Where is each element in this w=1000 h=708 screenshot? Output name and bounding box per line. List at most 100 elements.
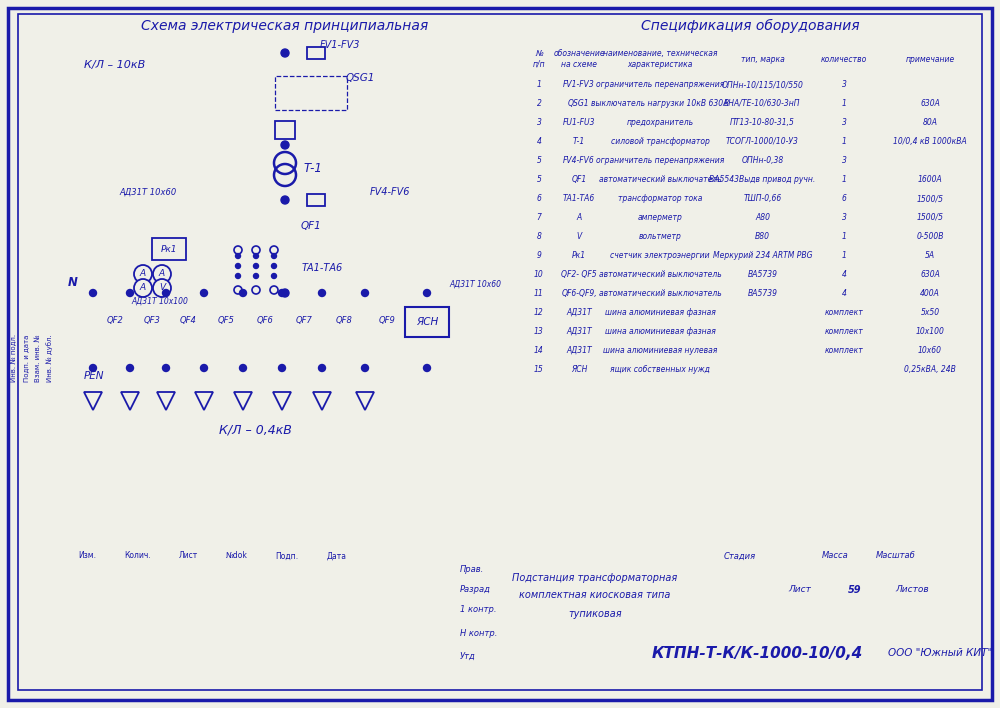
Polygon shape (121, 392, 139, 410)
Text: В80: В80 (755, 232, 770, 241)
Text: 5: 5 (537, 175, 541, 184)
Circle shape (200, 365, 208, 372)
Text: АД31Т: АД31Т (566, 327, 592, 336)
Text: 7: 7 (537, 213, 541, 222)
Circle shape (278, 290, 286, 297)
Circle shape (254, 253, 258, 258)
Circle shape (90, 365, 96, 372)
Text: примечание: примечание (905, 55, 955, 64)
Text: 3: 3 (537, 118, 541, 127)
Circle shape (272, 273, 276, 278)
Text: 10/0,4 кВ 1000кВА: 10/0,4 кВ 1000кВА (893, 137, 967, 146)
Text: 1: 1 (842, 137, 846, 146)
Text: QF5: QF5 (218, 316, 234, 324)
Circle shape (252, 246, 260, 254)
Text: комплект: комплект (825, 327, 863, 336)
Circle shape (162, 290, 170, 297)
Circle shape (162, 365, 170, 372)
Text: 5х50: 5х50 (920, 308, 940, 317)
Text: А80: А80 (755, 213, 770, 222)
Text: Т-1: Т-1 (304, 161, 322, 174)
Text: КТПН-Т-К/К-1000-10/0,4: КТПН-Т-К/К-1000-10/0,4 (651, 646, 863, 661)
Text: 3: 3 (842, 118, 846, 127)
Text: Инв. № дубл.: Инв. № дубл. (47, 334, 53, 382)
Text: QF4: QF4 (180, 316, 196, 324)
Text: Рк1: Рк1 (572, 251, 586, 260)
Text: 5: 5 (537, 156, 541, 165)
Text: 5А: 5А (925, 251, 935, 260)
Circle shape (134, 265, 152, 283)
Text: QF1: QF1 (571, 175, 587, 184)
Text: амперметр: амперметр (638, 213, 682, 222)
Text: ВА5739: ВА5739 (748, 289, 778, 298)
Circle shape (126, 365, 134, 372)
Text: 14: 14 (534, 346, 544, 355)
Text: автоматический выключатель: автоматический выключатель (599, 270, 721, 279)
Circle shape (270, 286, 278, 294)
Text: №
п/п: № п/п (533, 50, 545, 69)
Text: QF3: QF3 (144, 316, 160, 324)
Circle shape (236, 263, 240, 268)
Text: ВНА/ТЕ-10/630-3нП: ВНА/ТЕ-10/630-3нП (724, 99, 801, 108)
Circle shape (90, 290, 96, 297)
Text: ООО "Южный КИТ": ООО "Южный КИТ" (888, 648, 992, 658)
Text: A: A (140, 283, 146, 292)
Circle shape (126, 290, 134, 297)
Text: Меркурий 234 ARTM PBG: Меркурий 234 ARTM PBG (713, 251, 812, 260)
Text: Рк1: Рк1 (161, 244, 177, 253)
Text: Лист: Лист (178, 552, 198, 561)
Text: Подп. и дата: Подп. и дата (23, 334, 29, 382)
Text: вольтметр: вольтметр (639, 232, 681, 241)
Text: Спецификация оборудования: Спецификация оборудования (641, 19, 859, 33)
Text: шина алюминиевая фазная: шина алюминиевая фазная (605, 327, 715, 336)
Text: Лист: Лист (789, 586, 811, 595)
Polygon shape (356, 392, 374, 410)
Text: ТСОГЛ-1000/10-У3: ТСОГЛ-1000/10-У3 (726, 137, 799, 146)
Circle shape (153, 265, 171, 283)
Text: Подстанция трансформаторная: Подстанция трансформаторная (512, 573, 678, 583)
Bar (307, 47, 325, 59)
Text: 4: 4 (537, 137, 541, 146)
Text: 3: 3 (842, 213, 846, 222)
Text: 400А: 400А (920, 289, 940, 298)
Text: 6: 6 (842, 194, 846, 203)
Circle shape (236, 273, 240, 278)
Text: автоматический выключатель: автоматический выключатель (599, 175, 721, 184)
Text: V: V (576, 232, 582, 241)
Text: обозначение
на схеме: обозначение на схеме (553, 50, 605, 69)
Text: №dok: №dok (226, 552, 248, 561)
Text: ВА5543Выдв привод ручн.: ВА5543Выдв привод ручн. (709, 175, 816, 184)
Bar (405, 307, 449, 337)
Text: QF6: QF6 (257, 316, 273, 324)
Text: наименование, техническая
характеристика: наименование, техническая характеристика (603, 50, 717, 69)
Text: тип, марка: тип, марка (741, 55, 784, 64)
Circle shape (240, 290, 246, 297)
Text: Взам. инв. №: Взам. инв. № (35, 334, 41, 382)
Text: A: A (159, 270, 165, 278)
Text: PEN: PEN (84, 371, 104, 381)
Text: QF2: QF2 (107, 316, 123, 324)
Text: Масса: Масса (822, 552, 848, 561)
Text: QSG1: QSG1 (568, 99, 590, 108)
Text: FV1-FV3: FV1-FV3 (320, 40, 360, 50)
Text: ОПНн-10/115/10/550: ОПНн-10/115/10/550 (722, 80, 803, 89)
Circle shape (254, 263, 258, 268)
Text: QF1: QF1 (301, 221, 321, 231)
Text: К/Л – 0,4кВ: К/Л – 0,4кВ (219, 423, 291, 437)
Text: Разрад: Разрад (460, 586, 491, 595)
Text: трансформатор тока: трансформатор тока (618, 194, 702, 203)
Polygon shape (84, 392, 102, 410)
Text: шина алюминиевая нулевая: шина алюминиевая нулевая (603, 346, 717, 355)
Circle shape (424, 365, 430, 372)
Polygon shape (234, 392, 252, 410)
Text: 1: 1 (842, 232, 846, 241)
Text: АД31Т: АД31Т (566, 346, 592, 355)
Text: QF9: QF9 (379, 316, 395, 324)
Circle shape (134, 279, 152, 297)
Text: 80А: 80А (922, 118, 938, 127)
Text: V: V (159, 283, 165, 292)
Polygon shape (313, 392, 331, 410)
Text: QSG1: QSG1 (345, 73, 375, 83)
Circle shape (234, 246, 242, 254)
Text: 1 контр.: 1 контр. (460, 605, 496, 615)
